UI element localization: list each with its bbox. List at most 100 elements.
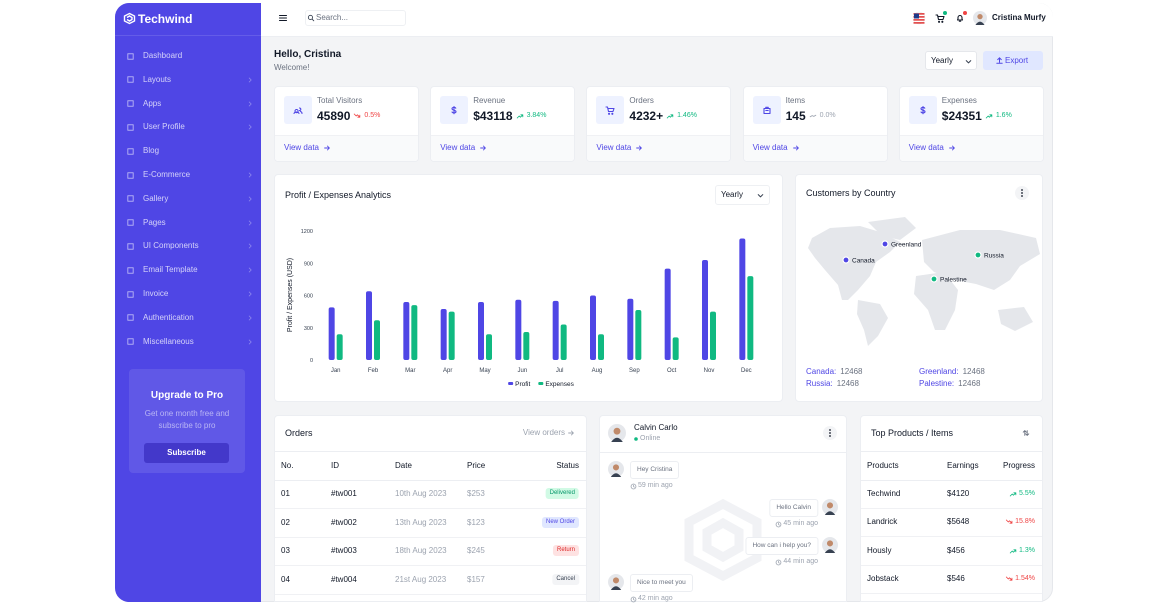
icon-path	[666, 114, 674, 119]
x-tick-label: Nov	[704, 368, 715, 374]
search-box[interactable]	[305, 10, 406, 26]
subscribe-button[interactable]	[144, 443, 229, 463]
dot	[829, 435, 831, 437]
country-stat: Palestine: 12468	[919, 378, 980, 390]
user-name[interactable]: Cristina Murfy	[992, 13, 1046, 22]
menu-item[interactable]: E-Commerce	[143, 170, 191, 179]
icon-chev	[248, 172, 252, 178]
icon-sort	[1022, 430, 1030, 436]
icon-bell	[956, 14, 964, 22]
product-change-value: 15.8%	[1015, 518, 1035, 526]
menu-item[interactable]: Apps	[143, 98, 162, 108]
orders-column: Status	[556, 461, 579, 470]
menu-item[interactable]: Pages	[143, 217, 166, 227]
map-marker	[881, 240, 889, 248]
legend: Profit Expenses	[508, 381, 575, 388]
menu-item[interactable]: Authentication	[143, 312, 194, 322]
country-name: Russia:	[806, 379, 833, 388]
logo-shape	[123, 12, 136, 25]
chart-period-select[interactable]	[715, 185, 770, 205]
bar	[366, 291, 372, 360]
y-tick-label: 0	[310, 358, 313, 364]
view-data-link[interactable]: View data	[596, 143, 632, 152]
orders-cell: $157	[467, 574, 485, 584]
map-marker	[974, 251, 982, 259]
stat-value-row: 45890 0.5%	[317, 110, 380, 122]
export-label[interactable]: Export	[1005, 56, 1029, 65]
stat-label: Expenses	[941, 96, 977, 105]
view-data-link[interactable]: View data	[908, 143, 944, 152]
icon-search	[307, 14, 315, 22]
subscribe-label[interactable]: Subscribe	[167, 448, 206, 457]
menu-item[interactable]: Gallery	[143, 193, 169, 203]
bar	[374, 320, 380, 360]
icon-sq	[126, 243, 134, 250]
menu-item[interactable]: Email Template	[143, 265, 198, 275]
product-change: 5.5%	[1009, 488, 1035, 500]
stat-value-row: $24351 1.6%	[942, 110, 1012, 122]
chat-status: Online	[640, 435, 661, 442]
view-data-link[interactable]: View data	[284, 143, 319, 152]
message-bubble: Nice to meet you	[630, 574, 693, 592]
badge	[943, 11, 947, 15]
stat-value: $24351	[941, 109, 982, 123]
stat-icon-bg	[596, 96, 625, 124]
bar	[672, 337, 679, 360]
icon-path	[248, 124, 252, 130]
icon-chev	[248, 77, 252, 83]
sidebar	[115, 3, 261, 602]
stat-label: Total Visitors	[317, 96, 363, 105]
icon-down	[1005, 576, 1013, 581]
menu-item[interactable]: Miscellaneous	[143, 336, 194, 346]
menu-item[interactable]: Dashboard	[143, 51, 183, 60]
icon-path	[248, 196, 252, 202]
menu-item[interactable]: Invoice	[143, 289, 169, 298]
icon-sq	[126, 100, 134, 107]
icon-path	[248, 172, 252, 178]
icon-path	[324, 145, 330, 151]
menu-item[interactable]: Blog	[143, 146, 160, 156]
product-name: Hously	[867, 545, 892, 555]
status-badge: Return	[552, 545, 579, 557]
icon-path	[126, 290, 134, 298]
orders-cell: 04	[281, 574, 290, 584]
icon-path	[568, 430, 574, 436]
country-stat: Canada: 12468	[806, 366, 863, 378]
bar	[664, 268, 671, 360]
icon-path	[956, 14, 964, 22]
menu-item[interactable]: UI Components	[143, 241, 199, 251]
bar	[440, 308, 447, 360]
icon-clock	[630, 483, 636, 489]
icon-path	[1005, 576, 1013, 581]
menu-item[interactable]: Layouts	[143, 74, 172, 84]
divider	[861, 451, 1042, 452]
stat-footer	[275, 135, 418, 161]
upgrade-text: Get one month free and subscribe to pro	[144, 409, 230, 430]
product-change-value: 1.54%	[1015, 574, 1035, 582]
divider	[275, 451, 586, 452]
icon-path	[995, 57, 1003, 64]
map-land	[922, 230, 1040, 290]
orders-cell: 13th Aug 2023	[395, 517, 447, 527]
export-button[interactable]	[983, 51, 1043, 70]
menu-item[interactable]: User Profile	[143, 122, 185, 132]
stat-value: 45890	[317, 109, 351, 123]
stat-value: $43118	[473, 109, 513, 123]
icon-path	[126, 147, 134, 155]
view-data-link[interactable]: View data	[440, 143, 476, 152]
icon-path	[920, 105, 926, 115]
stat-value: 4232+	[629, 109, 664, 123]
x-tick-label: Mar	[405, 368, 415, 374]
period-select[interactable]	[925, 51, 977, 70]
x-tick-label: Jul	[556, 368, 564, 374]
flag-stripe	[913, 19, 925, 21]
icon-chev	[248, 243, 252, 249]
brand-name: Techwind	[138, 12, 193, 26]
view-data-link[interactable]: View data	[752, 143, 788, 152]
icon-sq	[126, 76, 134, 83]
legend-swatch	[538, 382, 544, 385]
orders-link[interactable]: View orders	[522, 428, 565, 437]
product-change: 1.3%	[1009, 545, 1035, 557]
sidebar-brand-bar	[115, 3, 261, 36]
icon-user	[293, 107, 303, 115]
